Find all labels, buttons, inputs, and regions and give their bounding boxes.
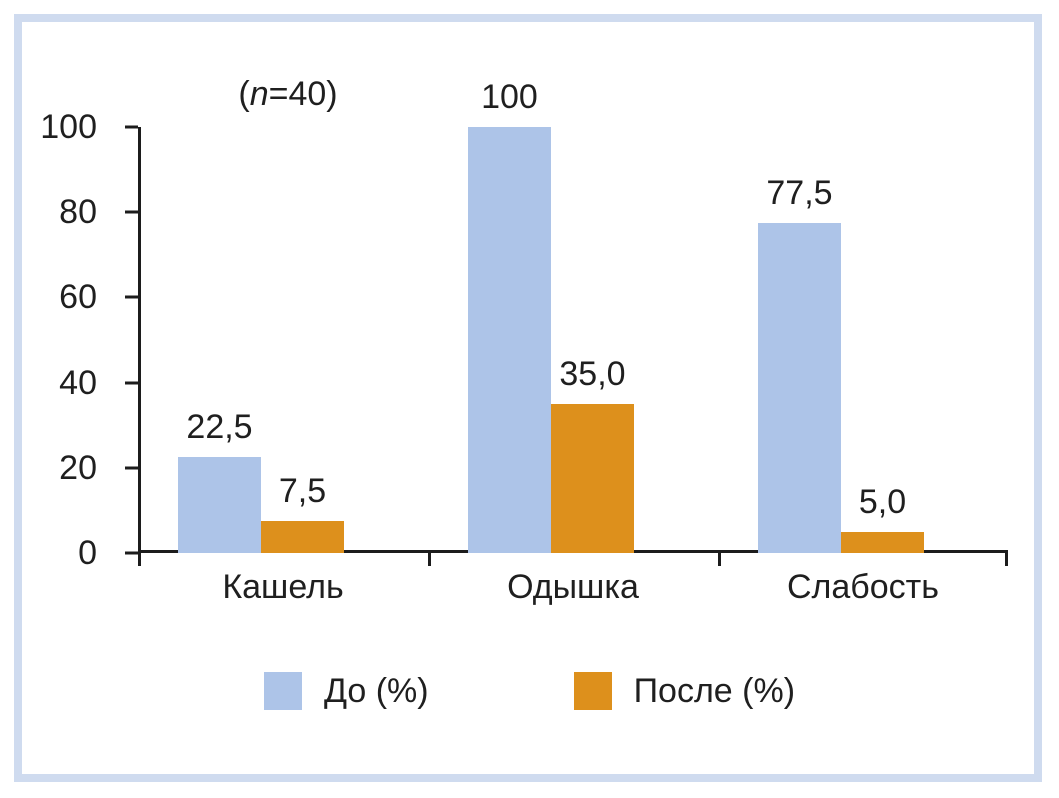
x-tick-mid-1 bbox=[427, 553, 431, 566]
bar-value-label: 5,0 bbox=[858, 482, 907, 521]
annotation-variable-n: n bbox=[249, 75, 269, 113]
category-group-kashel: 22,5 7,5 Кашель bbox=[138, 127, 428, 606]
legend-swatch-before bbox=[263, 672, 302, 710]
legend-item-after: После (%) bbox=[573, 672, 796, 710]
y-tick-label: 100 bbox=[40, 108, 97, 146]
y-tick-label: 40 bbox=[59, 363, 97, 402]
bar-pair: 77,5 5,0 bbox=[757, 127, 924, 553]
y-tick-label: 80 bbox=[59, 193, 97, 232]
x-tick-right bbox=[1005, 553, 1008, 566]
bar-column: 35,0 bbox=[550, 127, 634, 553]
bar-column: 100 bbox=[467, 80, 551, 553]
category-group-slabost: 77,5 5,0 Слабость bbox=[718, 127, 1008, 606]
y-tick-label: 60 bbox=[59, 278, 97, 317]
category-label-kashel: Кашель bbox=[222, 568, 344, 606]
y-tick-mark bbox=[125, 381, 138, 385]
annotation-value: =40) bbox=[268, 75, 338, 113]
bar-column: 22,5 bbox=[178, 127, 261, 553]
plot-area: 0 20 40 60 80 100 bbox=[40, 80, 1008, 606]
bar-value-label: 35,0 bbox=[559, 354, 626, 393]
legend-item-before: До (%) bbox=[263, 672, 429, 710]
bar-column: 77,5 bbox=[757, 127, 841, 553]
bar-after-odyshka bbox=[550, 403, 634, 553]
bar-before-odyshka bbox=[467, 127, 551, 553]
sample-size-annotation: (n=40) bbox=[188, 74, 388, 115]
category-group-odyshka: 100 35,0 Одышка bbox=[428, 80, 718, 606]
legend-swatch-after bbox=[573, 672, 612, 710]
category-label-odyshka: Одышка bbox=[507, 568, 639, 606]
legend: До (%) После (%) bbox=[0, 672, 1059, 710]
bar-pair: 100 35,0 bbox=[467, 80, 634, 553]
bar-value-label: 100 bbox=[481, 78, 538, 116]
y-tick-mark bbox=[125, 551, 138, 555]
bar-before-kashel bbox=[178, 457, 261, 553]
y-tick-mark bbox=[125, 295, 138, 299]
bar-column: 5,0 bbox=[840, 127, 924, 553]
legend-label-before: До (%) bbox=[323, 672, 429, 710]
y-tick-mark bbox=[125, 210, 138, 214]
bar-value-label: 22,5 bbox=[186, 408, 253, 447]
category-label-slabost: Слабость bbox=[786, 568, 939, 606]
y-tick-mark bbox=[125, 466, 138, 470]
x-tick-mid-2 bbox=[717, 553, 721, 566]
bar-value-label: 7,5 bbox=[278, 472, 327, 511]
bar-after-kashel bbox=[261, 521, 344, 553]
bar-column: 7,5 bbox=[261, 127, 344, 553]
y-axis-line bbox=[138, 127, 141, 553]
y-tick-mark bbox=[125, 125, 138, 129]
legend-label-after: После (%) bbox=[633, 672, 796, 710]
bar-after-slabost bbox=[840, 531, 924, 553]
y-tick-label: 0 bbox=[78, 534, 97, 572]
x-tick-left bbox=[138, 553, 141, 566]
annotation-open-paren: ( bbox=[238, 75, 250, 113]
bar-pair: 22,5 7,5 bbox=[178, 127, 344, 553]
bar-before-slabost bbox=[757, 222, 841, 553]
bar-value-label: 77,5 bbox=[766, 173, 833, 212]
y-tick-label: 20 bbox=[59, 448, 97, 487]
